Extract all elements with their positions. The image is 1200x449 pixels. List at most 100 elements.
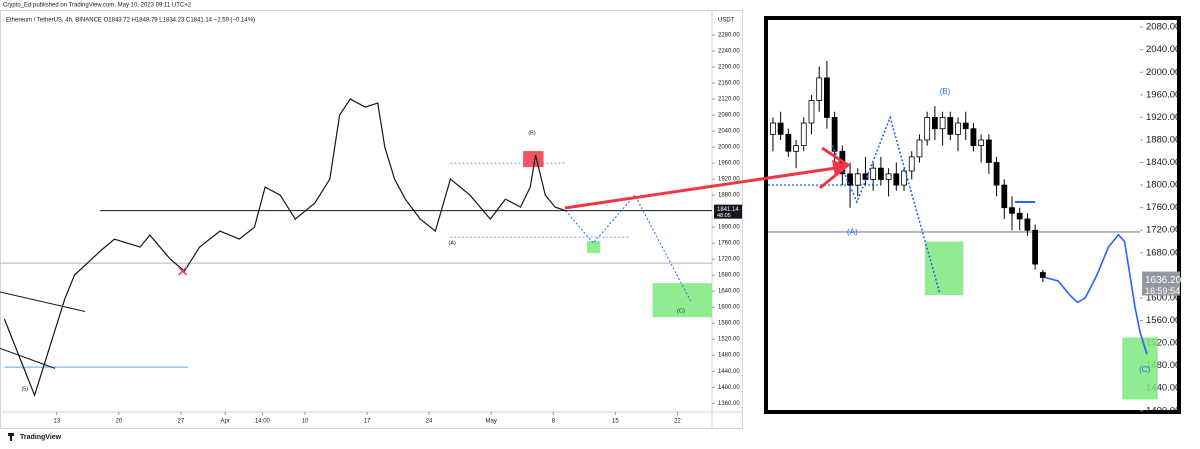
y-tick-label: 2040.00 [718, 129, 740, 135]
zone-box [652, 283, 712, 318]
y-tick-label: 1720.00 [1146, 225, 1180, 236]
candle-body [939, 117, 946, 130]
price-box [714, 204, 742, 219]
candle-body [770, 122, 776, 135]
annotation: (5) [21, 387, 28, 393]
annotation: (C) [677, 309, 685, 315]
candle-body [831, 117, 838, 152]
y-tick-label: 1800.00 [718, 225, 740, 231]
drawing-path [1044, 233, 1148, 355]
candle-body [877, 167, 884, 180]
y-tick-label: 1600.00 [718, 305, 740, 311]
annotation: (A) [847, 228, 858, 237]
candle-body [931, 117, 938, 130]
y-tick-label: 1680.00 [718, 273, 740, 279]
candle-body [947, 117, 954, 135]
arrow-head-lines [819, 146, 851, 190]
zone-box [523, 151, 544, 168]
annotation: (B) [528, 131, 536, 137]
candle-body [824, 77, 830, 118]
candle-body [1032, 229, 1039, 265]
y-tick-label: 2000.00 [718, 145, 740, 151]
candle-body [1009, 207, 1015, 214]
cross-marker [178, 266, 188, 276]
y-tick-label: 2240.00 [718, 49, 740, 55]
header: Crypto_Ed published on TradingView.com, … [3, 3, 192, 9]
candle-body [1001, 184, 1008, 209]
y-tick-label: 1560.00 [1146, 315, 1180, 326]
candle-body [870, 167, 877, 180]
candle-body [1024, 218, 1031, 231]
candle-body [1016, 212, 1023, 220]
x-tick-label: 20 [115, 419, 122, 425]
y-tick-label: 1760.00 [718, 241, 740, 247]
y-tick-label: 2040.00 [1146, 44, 1180, 55]
annotation: (A) [449, 241, 457, 247]
annotation: (B) [940, 87, 951, 96]
y-tick-label: 1600.00 [1146, 292, 1180, 303]
currency: USDT [718, 18, 735, 24]
candle-body [993, 162, 1000, 186]
countdown: 16:59:54 [1145, 286, 1180, 296]
x-tick-label: 8 [552, 419, 556, 425]
y-tick-label: 1800.00 [1146, 180, 1180, 191]
y-tick-label: 1680.00 [1146, 247, 1180, 258]
drawing-path [565, 194, 692, 302]
x-tick-label: May [486, 419, 497, 425]
zone-box [1122, 337, 1158, 400]
price-label: 1636.20 [1145, 275, 1182, 286]
candle-body [1039, 272, 1046, 278]
x-tick-label: 10 [302, 419, 309, 425]
y-tick-label: 1480.00 [718, 353, 740, 359]
price-line [3, 98, 566, 397]
candle-body [970, 128, 977, 147]
charts: 1360.00 1400.00 1440.00 1480.00 1520.00 1560.… [0, 10, 1182, 428]
x-tick-label: 13 [53, 419, 60, 425]
y-tick-label: 1400.00 [718, 385, 740, 391]
x-tick-label: 22 [674, 419, 681, 425]
y-tick-label: 1440.00 [718, 369, 740, 375]
y-tick-label: 1640.00 [718, 289, 740, 295]
y-tick-label: 1440.00 [1146, 383, 1180, 394]
left-title: Ethereum / TetherUS, 4h, BINANCE O1843.7… [6, 18, 255, 24]
y-tick-label: 1760.00 [1146, 202, 1180, 213]
y-tick-label: 2200.00 [718, 65, 740, 71]
candle-body [800, 122, 807, 147]
candle-body [854, 173, 861, 186]
x-tick-label: 14:00 [255, 419, 271, 425]
candle-body [793, 145, 799, 152]
candle-body [985, 139, 992, 163]
candle-body [955, 122, 961, 135]
y-tick-label: 1880.00 [718, 193, 740, 199]
y-tick-label: 1480.00 [1146, 360, 1180, 371]
candle-body [916, 139, 923, 158]
candle-body [785, 133, 792, 152]
y-tick-label: 2000.00 [1146, 67, 1180, 78]
y-tick-label: 1720.00 [718, 257, 740, 263]
y-tick-label: 1920.00 [1146, 112, 1180, 123]
candle-body [978, 139, 985, 147]
zone-box [924, 241, 964, 296]
footer-logo [8, 433, 14, 441]
arrow-shaft [564, 166, 837, 210]
candle-body [816, 77, 823, 101]
candle-body [924, 117, 931, 141]
price-box [1142, 271, 1180, 296]
candle-body [908, 156, 915, 172]
zone-box [586, 241, 601, 254]
y-tick-label: 1400.00 [1146, 405, 1180, 416]
right-frame [764, 16, 1181, 414]
x-tick-label: 27 [178, 419, 185, 425]
y-tick-label: 1840.00 [1146, 157, 1180, 168]
y-tick-label: 1560.00 [718, 321, 740, 327]
footer: TradingView [20, 434, 62, 441]
x-tick-label: 24 [426, 419, 433, 425]
y-tick-label: 1520.00 [718, 337, 740, 343]
y-tick-label: 2080.00 [718, 113, 740, 119]
left-frame [0, 10, 743, 429]
candle-body [885, 173, 892, 180]
candle-body [901, 170, 907, 186]
x-tick-label: 15 [612, 419, 619, 425]
candle-body [777, 122, 784, 135]
